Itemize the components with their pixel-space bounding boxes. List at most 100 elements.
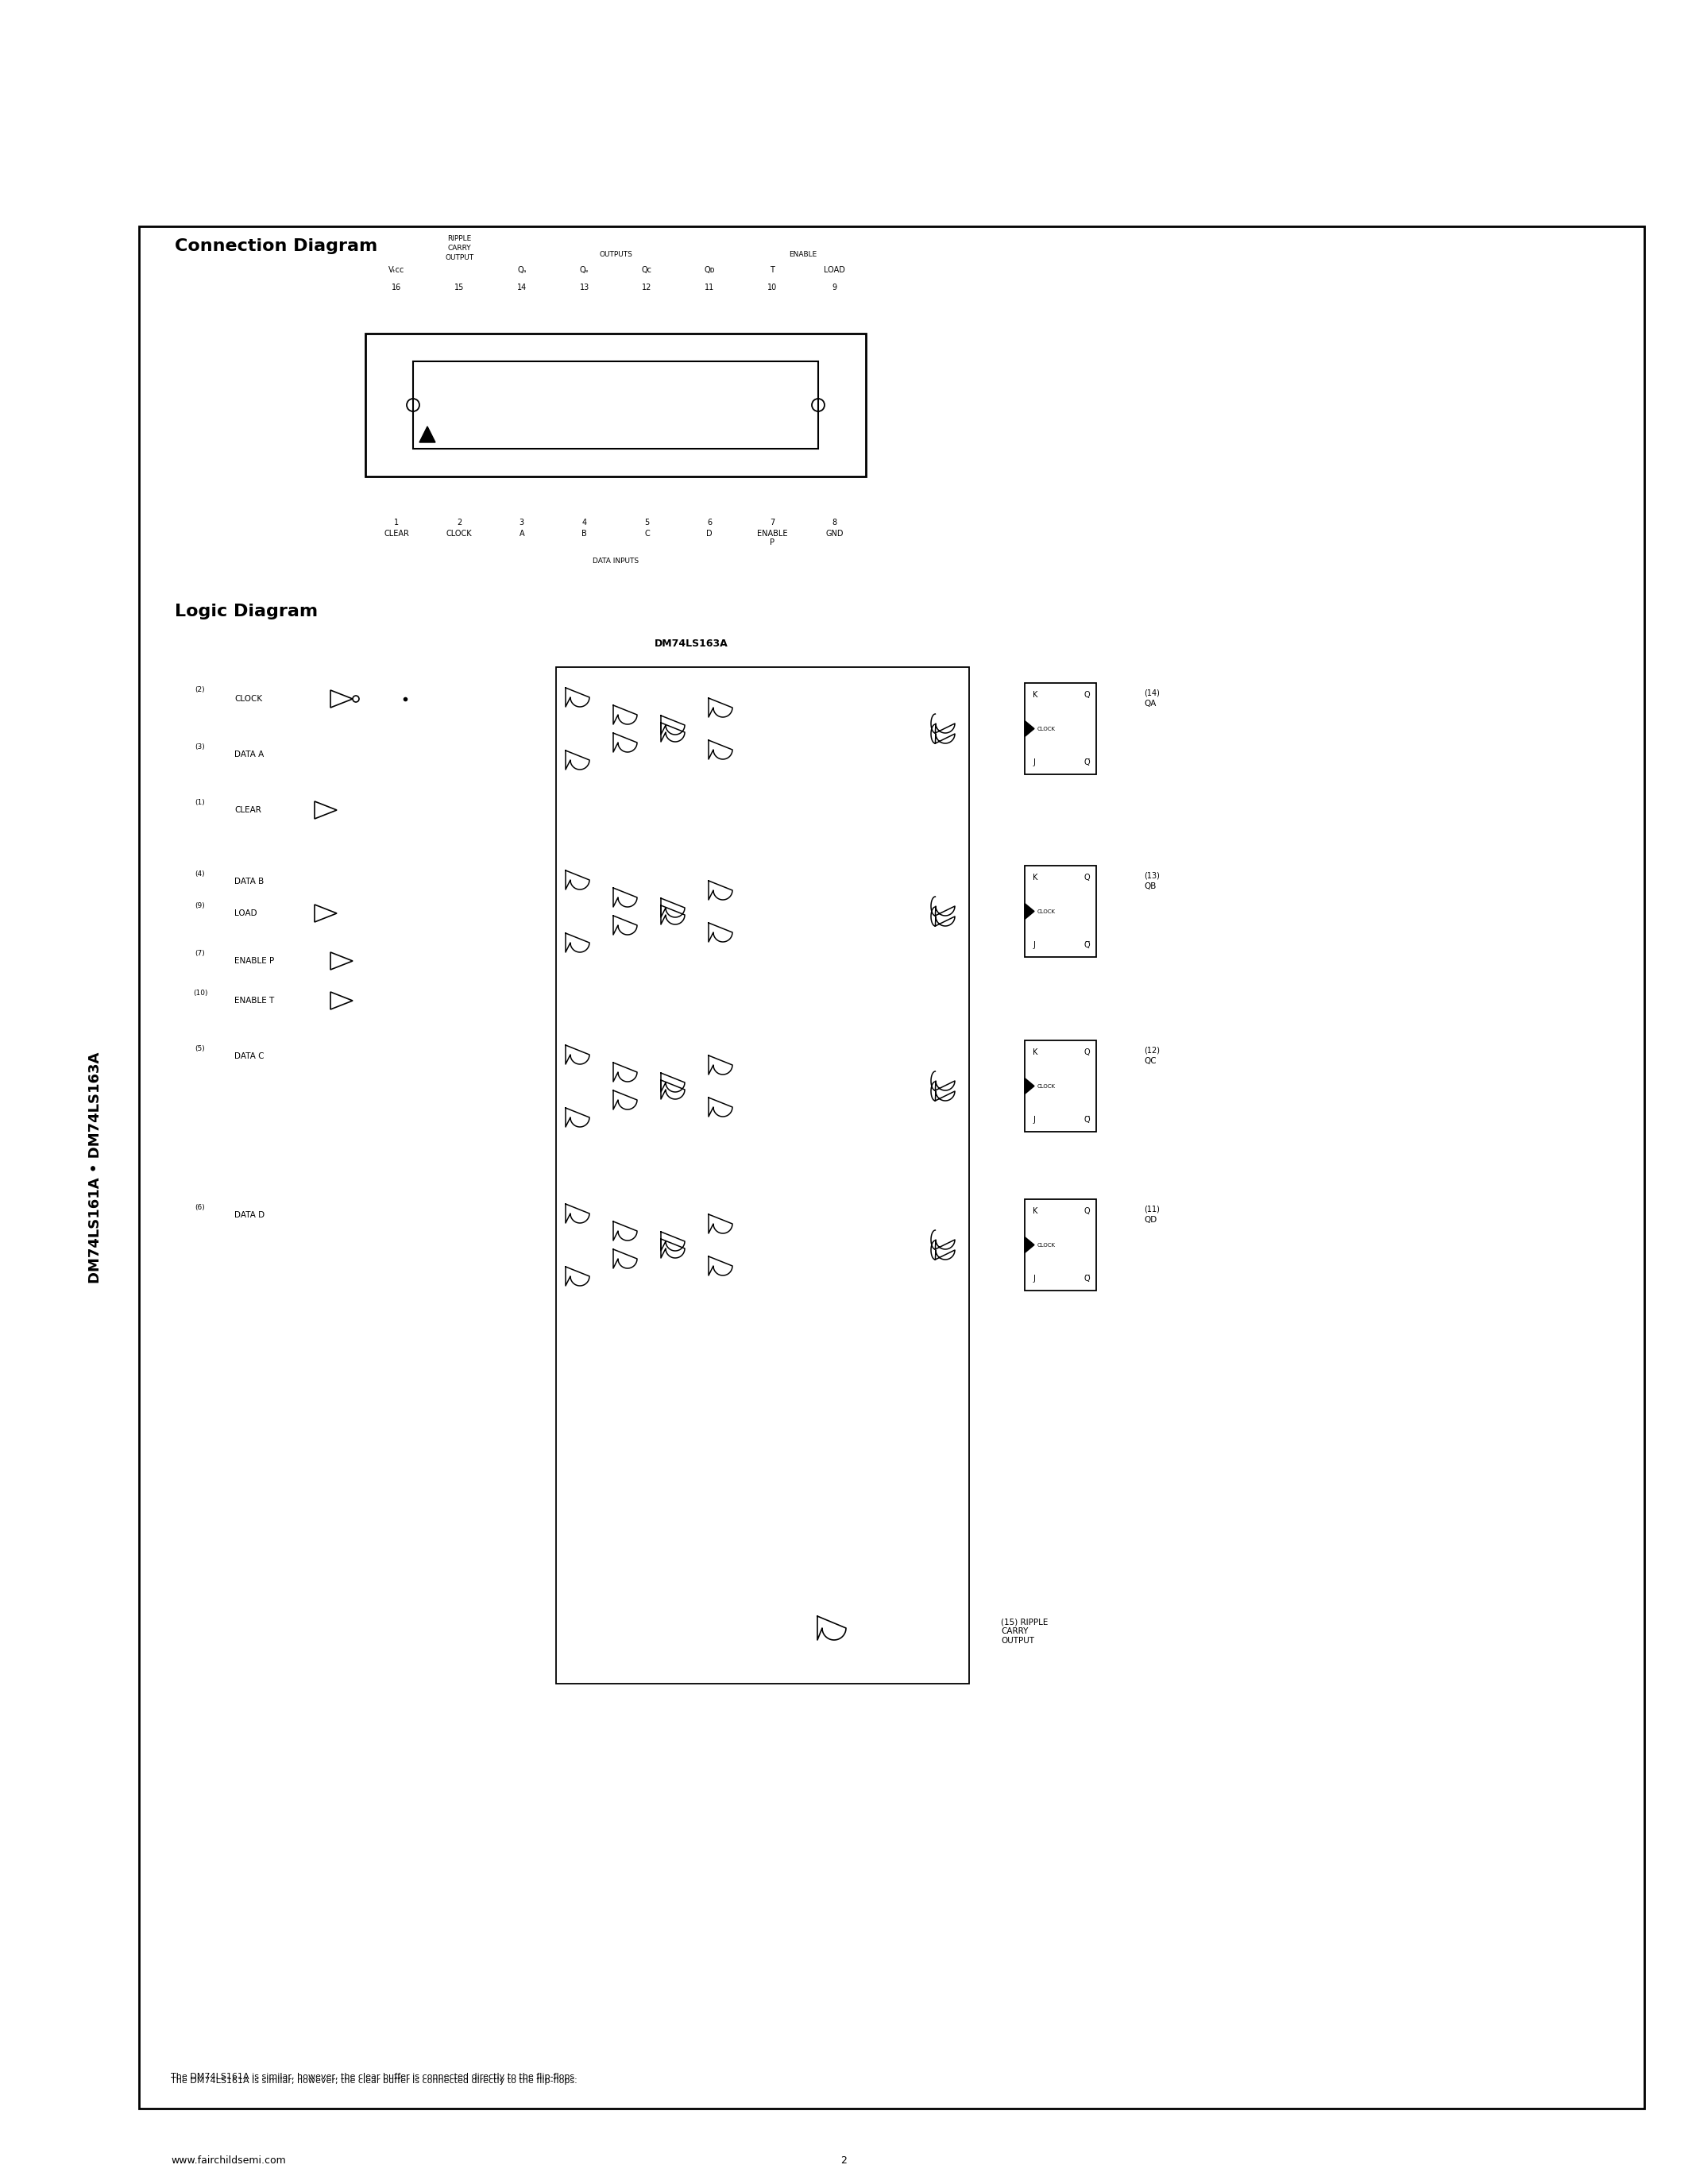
Text: A: A: [520, 531, 525, 537]
Text: Qₑ: Qₑ: [579, 266, 589, 273]
Polygon shape: [565, 688, 589, 708]
Text: DATA C: DATA C: [235, 1053, 263, 1059]
Text: B: B: [582, 531, 587, 537]
Polygon shape: [1025, 1079, 1035, 1094]
Bar: [1025, 1199, 1096, 1291]
Text: DM74LS163A: DM74LS163A: [655, 638, 728, 649]
Text: 14: 14: [517, 284, 527, 290]
Text: 7: 7: [770, 518, 775, 526]
Bar: [365, 334, 866, 476]
Bar: [414, 360, 819, 448]
Text: 8: 8: [832, 518, 837, 526]
Polygon shape: [709, 1099, 733, 1116]
Text: Q: Q: [1084, 690, 1090, 699]
Polygon shape: [1025, 1236, 1035, 1254]
Text: Q̅: Q̅: [1084, 1275, 1090, 1282]
Polygon shape: [932, 714, 955, 734]
Text: QB: QB: [1144, 882, 1156, 891]
Text: J: J: [1033, 758, 1035, 767]
Text: OUTPUTS: OUTPUTS: [599, 251, 633, 258]
Text: (3): (3): [196, 743, 206, 749]
Text: (13): (13): [1144, 871, 1160, 880]
Circle shape: [353, 697, 360, 701]
Polygon shape: [613, 1249, 636, 1269]
Polygon shape: [613, 889, 636, 906]
Text: CLOCK: CLOCK: [446, 531, 473, 537]
Text: The DM74LS161A is similar, however, the clear buffer is connected directly to th: The DM74LS161A is similar, however, the …: [170, 2073, 577, 2081]
Polygon shape: [565, 871, 589, 889]
Text: Q: Q: [1084, 1048, 1090, 1057]
Text: 1: 1: [395, 518, 398, 526]
Text: K: K: [1033, 874, 1038, 882]
Polygon shape: [662, 723, 685, 743]
Text: DATA A: DATA A: [235, 751, 263, 758]
Text: 4: 4: [582, 518, 587, 526]
Text: DATA D: DATA D: [235, 1212, 265, 1219]
Text: D: D: [707, 531, 712, 537]
Text: (10): (10): [192, 989, 208, 996]
Bar: [1025, 865, 1096, 957]
Text: ENABLE T: ENABLE T: [235, 996, 273, 1005]
Text: OUTPUT: OUTPUT: [1001, 1636, 1035, 1645]
Text: CLOCK: CLOCK: [1038, 909, 1055, 913]
Text: OUTPUT: OUTPUT: [446, 253, 474, 262]
Text: (12): (12): [1144, 1046, 1160, 1055]
Text: LOAD: LOAD: [824, 266, 846, 273]
Text: 10: 10: [766, 284, 776, 290]
Polygon shape: [932, 1072, 955, 1090]
Text: Connection Diagram: Connection Diagram: [176, 238, 378, 253]
Polygon shape: [314, 904, 338, 922]
Text: DM74LS161A • DM74LS163A: DM74LS161A • DM74LS163A: [88, 1053, 103, 1284]
Polygon shape: [662, 1232, 685, 1251]
Polygon shape: [662, 898, 685, 917]
Polygon shape: [613, 1064, 636, 1081]
Polygon shape: [613, 915, 636, 935]
Text: Qᴄ: Qᴄ: [641, 266, 652, 273]
Text: (1): (1): [196, 799, 206, 806]
Text: 16: 16: [392, 284, 402, 290]
Polygon shape: [565, 751, 589, 769]
Text: 12: 12: [641, 284, 652, 290]
Text: 5: 5: [645, 518, 650, 526]
Bar: [555, 666, 969, 1684]
Text: 2: 2: [841, 2156, 847, 2164]
Text: T: T: [770, 266, 775, 273]
Bar: [1025, 1040, 1096, 1131]
Text: CLOCK: CLOCK: [1038, 727, 1055, 732]
Text: (14): (14): [1144, 688, 1160, 697]
Text: 15: 15: [454, 284, 464, 290]
Text: Q̅: Q̅: [1084, 1116, 1090, 1125]
Text: Qᴅ: Qᴅ: [704, 266, 714, 273]
Text: 3: 3: [520, 518, 525, 526]
Text: CLEAR: CLEAR: [385, 531, 408, 537]
Text: (2): (2): [196, 686, 206, 692]
Polygon shape: [932, 725, 955, 743]
Text: QA: QA: [1144, 699, 1156, 708]
Text: QC: QC: [1144, 1057, 1156, 1066]
Polygon shape: [331, 690, 353, 708]
Polygon shape: [565, 1267, 589, 1286]
Text: CLOCK: CLOCK: [1038, 1243, 1055, 1247]
Text: CLOCK: CLOCK: [235, 695, 262, 703]
Polygon shape: [709, 1256, 733, 1275]
Text: (6): (6): [196, 1203, 206, 1210]
Polygon shape: [331, 992, 353, 1009]
Text: ENABLE: ENABLE: [756, 531, 787, 537]
Text: CARRY: CARRY: [447, 245, 471, 251]
Polygon shape: [565, 1107, 589, 1127]
Polygon shape: [419, 426, 436, 443]
Text: (7): (7): [196, 950, 206, 957]
Polygon shape: [932, 1081, 955, 1101]
Text: 13: 13: [579, 284, 589, 290]
Text: (15) RIPPLE: (15) RIPPLE: [1001, 1618, 1048, 1625]
Text: J: J: [1033, 1116, 1035, 1125]
Polygon shape: [662, 1238, 685, 1258]
Text: (4): (4): [196, 869, 206, 878]
Text: 9: 9: [832, 284, 837, 290]
Text: The DM74LS161A is similar, however, the clear buffer is connected directly to th: The DM74LS161A is similar, however, the …: [170, 2077, 577, 2086]
Text: (9): (9): [196, 902, 206, 909]
Polygon shape: [565, 933, 589, 952]
Polygon shape: [613, 1221, 636, 1241]
Text: ENABLE: ENABLE: [790, 251, 817, 258]
Text: 2: 2: [457, 518, 463, 526]
